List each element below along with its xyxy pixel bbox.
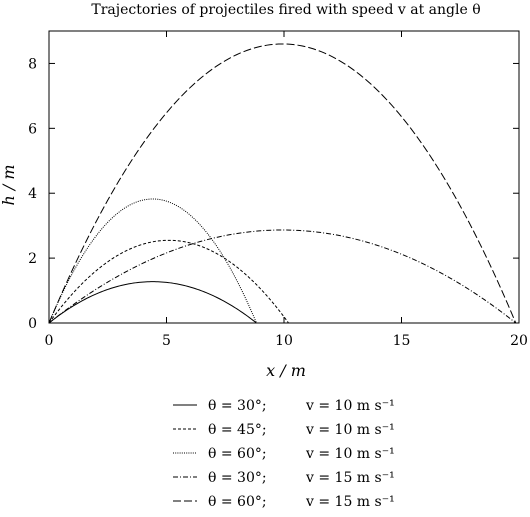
y-axis-label: h / m (0, 164, 18, 205)
legend-speed-label: v = 15 m s⁻¹ (305, 470, 395, 486)
x-tick-label: 0 (45, 333, 54, 349)
plot-frame (48, 30, 520, 324)
y-tick-label: 4 (28, 186, 37, 202)
series-layer (48, 43, 517, 324)
trajectory-line-2 (48, 239, 289, 324)
legend-angle-label: θ = 30°; (208, 398, 267, 414)
y-tick-label: 2 (28, 251, 37, 267)
axis-ticks: 0 5 10 15 20 0 2 4 6 8 (28, 31, 528, 349)
legend-angle-label: θ = 30°; (208, 470, 267, 486)
x-axis-label: x / m (266, 361, 306, 380)
legend-speed-label: v = 15 m s⁻¹ (305, 494, 395, 510)
trajectory-line-3 (48, 198, 257, 324)
legend-angle-label: θ = 60°; (208, 446, 267, 462)
legend-speed-label: v = 10 m s⁻¹ (305, 398, 395, 414)
trajectory-line-5 (48, 43, 517, 324)
chart-title: Trajectories of projectiles fired with s… (91, 2, 480, 18)
trajectory-line-4 (48, 229, 517, 324)
x-tick-label: 10 (275, 333, 293, 349)
y-tick-label: 0 (28, 316, 37, 332)
legend-speed-label: v = 10 m s⁻¹ (305, 446, 395, 462)
legend-angle-label: θ = 60°; (208, 494, 267, 510)
y-tick-label: 6 (28, 121, 37, 137)
x-tick-label: 20 (510, 333, 528, 349)
x-tick-label: 15 (393, 333, 411, 349)
trajectory-line-1 (48, 281, 257, 324)
legend: θ = 30°; v = 10 m s⁻¹ θ = 45°; v = 10 m s⁻¹… (173, 398, 395, 510)
legend-angle-label: θ = 45°; (208, 422, 267, 438)
y-tick-label: 8 (28, 56, 37, 72)
legend-speed-label: v = 10 m s⁻¹ (305, 422, 395, 438)
x-tick-label: 5 (162, 333, 171, 349)
